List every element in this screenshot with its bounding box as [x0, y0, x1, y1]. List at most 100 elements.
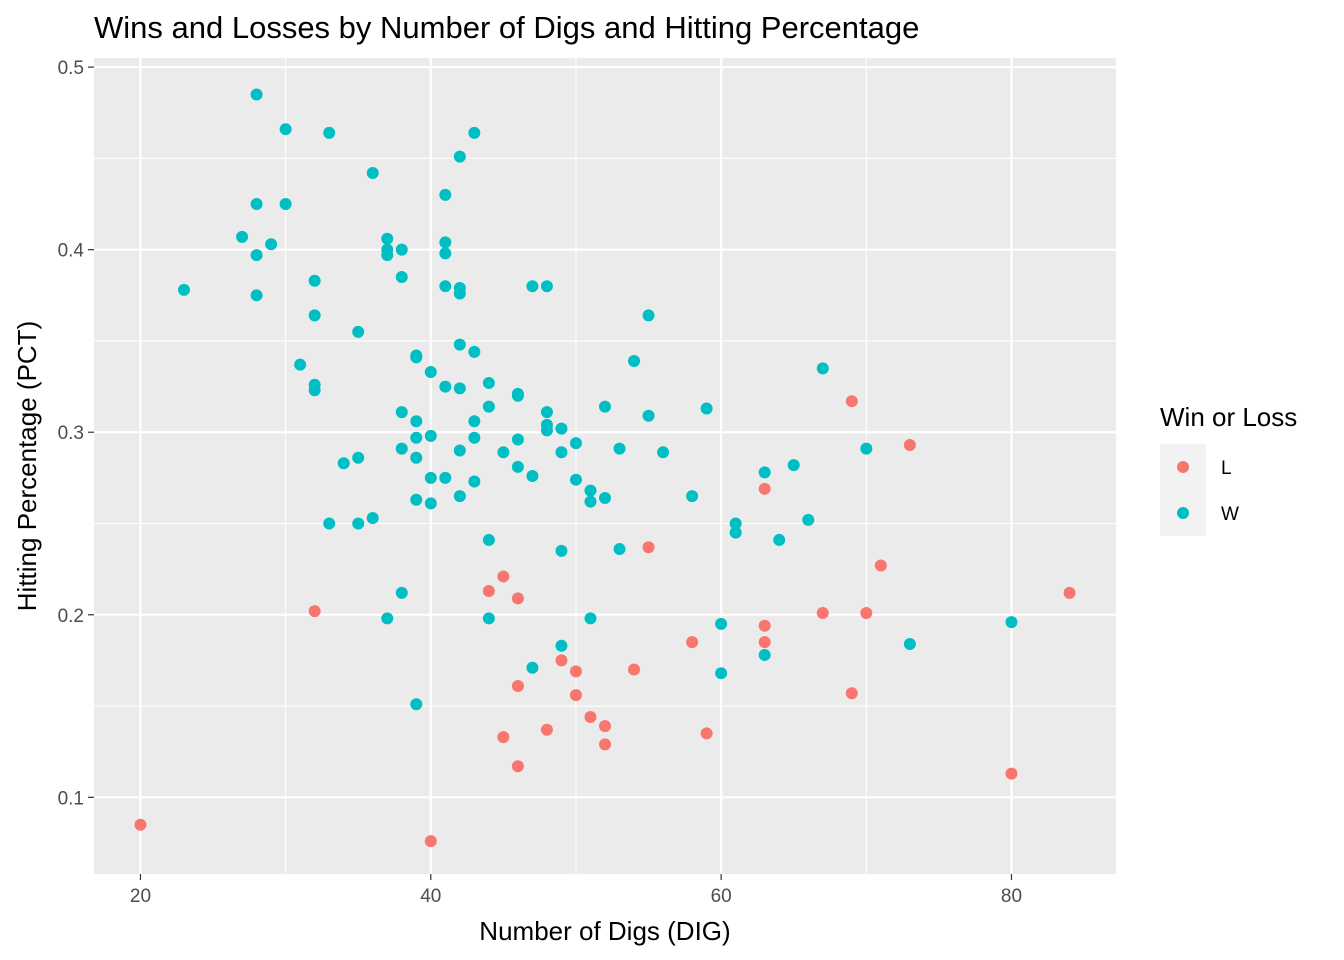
- point-W: [468, 431, 481, 444]
- point-W: [729, 526, 742, 539]
- point-W: [453, 382, 466, 395]
- point-W: [236, 230, 249, 243]
- point-W: [497, 446, 510, 459]
- point-L: [599, 720, 611, 733]
- minor-gridlines: [94, 58, 1116, 874]
- point-L: [1063, 586, 1076, 599]
- point-W: [410, 451, 423, 464]
- point-W: [540, 280, 553, 293]
- point-L: [845, 395, 858, 408]
- point-L: [555, 654, 568, 667]
- point-L: [511, 592, 524, 605]
- chart-title: Wins and Losses by Number of Digs and Hi…: [94, 10, 919, 45]
- point-W: [453, 490, 466, 503]
- point-L: [424, 835, 437, 848]
- point-W: [410, 698, 423, 711]
- point-L: [860, 606, 873, 619]
- y-tick-label: 0.3: [58, 423, 84, 444]
- point-L: [845, 687, 858, 700]
- point-L: [642, 541, 655, 554]
- legend-items: LW: [1160, 444, 1239, 536]
- point-W: [410, 431, 423, 444]
- data-points: [134, 88, 1076, 848]
- point-W: [250, 289, 263, 302]
- point-W: [395, 406, 408, 419]
- point-W: [482, 400, 495, 413]
- point-W: [323, 517, 336, 530]
- point-W: [352, 517, 365, 530]
- point-L: [540, 723, 553, 736]
- point-W: [439, 247, 452, 260]
- point-W: [424, 497, 437, 510]
- point-L: [584, 711, 597, 724]
- major-gridlines: [94, 58, 1116, 874]
- point-W: [511, 389, 524, 402]
- point-W: [758, 648, 771, 661]
- point-W: [250, 198, 263, 211]
- point-W: [613, 442, 626, 455]
- point-W: [453, 338, 466, 351]
- point-L: [1005, 767, 1018, 780]
- y-tick-label: 0.1: [58, 788, 84, 809]
- x-axis-title: Number of Digs (DIG): [479, 916, 730, 946]
- point-L: [599, 738, 611, 751]
- point-W: [453, 444, 466, 457]
- point-W: [439, 471, 452, 484]
- point-L: [511, 679, 524, 692]
- point-W: [308, 309, 321, 322]
- point-W: [758, 466, 771, 479]
- point-W: [381, 249, 394, 262]
- point-W: [439, 236, 452, 249]
- point-W: [381, 232, 394, 245]
- point-W: [860, 442, 873, 455]
- point-L: [511, 760, 524, 773]
- point-L: [497, 731, 510, 744]
- point-W: [250, 249, 263, 262]
- point-L: [497, 570, 510, 583]
- point-W: [657, 446, 670, 459]
- point-W: [468, 475, 481, 488]
- point-W: [439, 280, 452, 293]
- x-tick-label: 40: [420, 886, 441, 907]
- point-L: [686, 636, 699, 649]
- point-L: [628, 663, 641, 676]
- y-tick-label: 0.2: [58, 606, 84, 627]
- point-L: [308, 605, 321, 618]
- point-W: [410, 351, 423, 364]
- point-L: [874, 559, 887, 572]
- point-W: [540, 406, 553, 419]
- point-W: [555, 544, 568, 557]
- point-W: [569, 437, 582, 450]
- x-axis: 20 40 60 80: [130, 874, 1022, 907]
- point-W: [468, 345, 481, 358]
- point-W: [410, 493, 423, 506]
- point-W: [555, 639, 568, 652]
- point-W: [395, 442, 408, 455]
- point-W: [816, 362, 829, 375]
- y-axis: 0.1 0.2 0.3 0.4 0.5: [58, 58, 94, 809]
- point-L: [482, 585, 495, 598]
- point-W: [555, 446, 568, 459]
- point-L: [758, 636, 771, 649]
- legend-swatch-W: [1177, 507, 1189, 519]
- point-W: [526, 470, 539, 483]
- point-W: [613, 543, 626, 556]
- point-W: [642, 309, 655, 322]
- point-L: [569, 665, 582, 678]
- point-W: [511, 460, 524, 473]
- x-tick-label: 60: [711, 886, 732, 907]
- point-W: [482, 612, 495, 625]
- point-W: [584, 484, 597, 497]
- point-W: [787, 459, 800, 472]
- point-L: [569, 689, 582, 702]
- point-W: [540, 424, 553, 437]
- point-W: [584, 612, 597, 625]
- x-tick-label: 20: [130, 886, 151, 907]
- point-W: [511, 433, 524, 446]
- point-W: [323, 126, 336, 139]
- legend-label-L: L: [1221, 458, 1232, 479]
- point-L: [700, 727, 713, 740]
- point-W: [366, 512, 379, 525]
- point-W: [802, 513, 815, 526]
- point-W: [526, 661, 539, 674]
